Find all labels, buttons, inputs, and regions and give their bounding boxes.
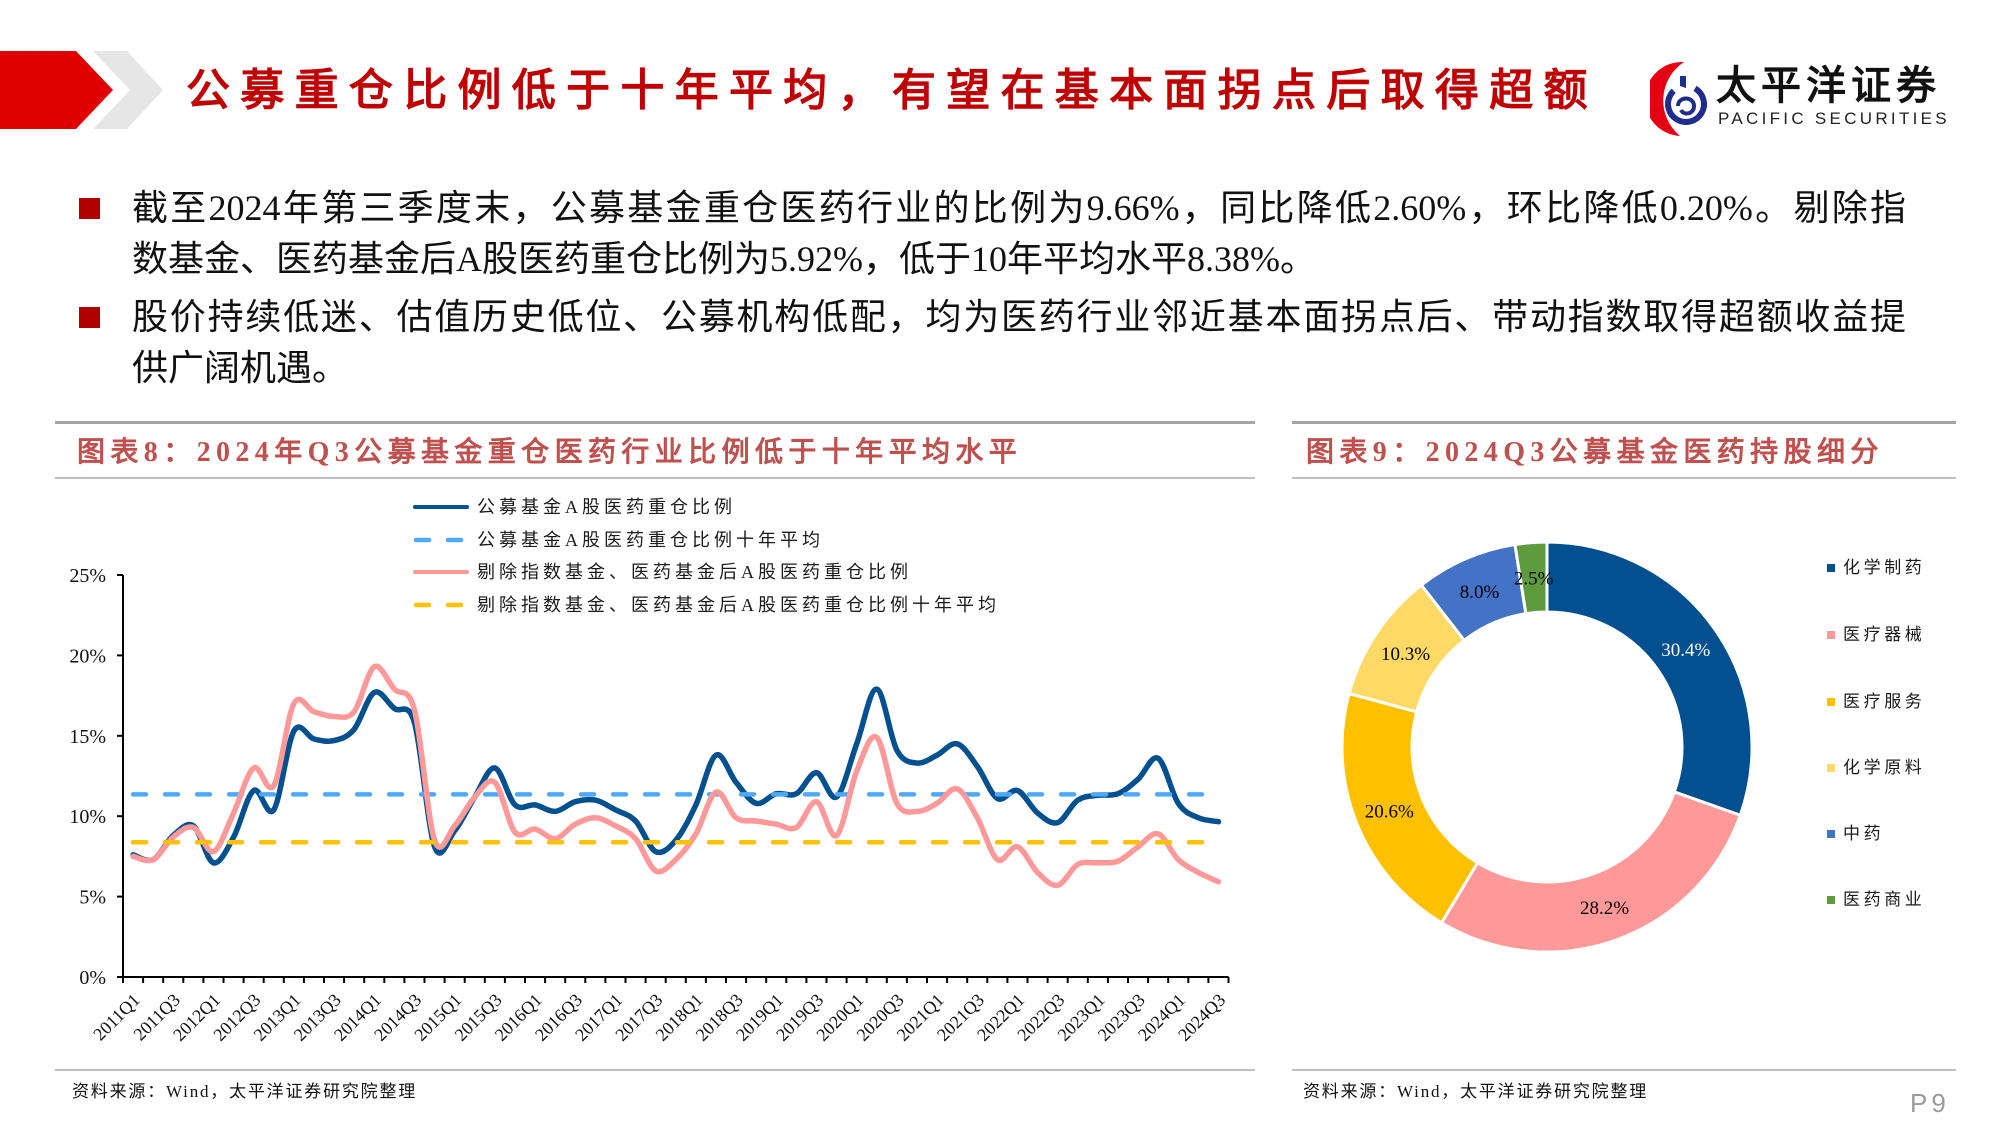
legend-item: 剔除指数基金、医药基金后A股医药重仓比例 xyxy=(413,560,912,584)
legend-label: 化学原料 xyxy=(1843,758,1926,777)
y-axis-tick-label: 0% xyxy=(79,967,106,989)
legend-swatch-icon xyxy=(1827,631,1835,639)
legend-swatch-icon xyxy=(1827,896,1835,904)
panel-bottom-rule xyxy=(1292,1069,1956,1071)
legend-label: 化学制药 xyxy=(1843,558,1926,577)
legend-label: 公募基金A股医药重仓比例 xyxy=(477,497,736,517)
logo-english-name: PACIFIC SECURITIES xyxy=(1718,109,1950,128)
donut-data-label: 20.6% xyxy=(1365,802,1414,823)
donut-segment xyxy=(1513,540,1549,616)
legend-item: 公募基金A股医药重仓比例十年平均 xyxy=(413,528,824,552)
y-axis-tick-label: 10% xyxy=(69,806,106,828)
legend-solid-line-icon xyxy=(413,505,469,509)
legend-label: 中药 xyxy=(1843,824,1885,843)
line-chart-plot: 0%5%10%15%20%25%2011Q12011Q32012Q12012Q3… xyxy=(69,565,1230,1045)
bullet-square-icon xyxy=(79,307,100,328)
header-arrow-decoration xyxy=(0,51,163,129)
panel-title-rule xyxy=(55,477,1255,479)
legend-label: 剔除指数基金、医药基金后A股医药重仓比例十年平均 xyxy=(477,595,1000,615)
panel-top-rule xyxy=(1292,421,1956,424)
legend-dashed-line-icon xyxy=(413,537,469,543)
bullet-text-line: 数基金、医药基金后A股医药重仓比例为5.92%，低于10年平均水平8.38%。 xyxy=(132,239,1316,279)
legend-item: 中药 xyxy=(1827,823,1884,845)
donut-data-label: 2.5% xyxy=(1514,569,1554,590)
panel-title-rule xyxy=(1292,477,1956,479)
donut-segment xyxy=(1439,790,1743,954)
legend-swatch-icon xyxy=(1827,764,1835,772)
legend-swatch-icon xyxy=(1827,564,1835,572)
panel-bottom-rule xyxy=(55,1069,1255,1071)
donut-chart-plot: 30.4% 28.2% 20.6% 10.3% 8.0% 2.5% xyxy=(1340,540,1754,954)
pacific-securities-logo-icon xyxy=(1650,61,1707,136)
legend-swatch-icon xyxy=(1827,698,1835,706)
donut-data-label: 8.0% xyxy=(1460,582,1500,603)
logo-chinese-name: 太平洋证券 xyxy=(1716,63,1941,109)
donut-segment xyxy=(1545,540,1754,818)
figure-9-source: 资料来源：Wind，太平洋证券研究院整理 xyxy=(1303,1082,1649,1101)
figure-9-title: 图表9：2024Q3公募基金医药持股细分 xyxy=(1306,437,1884,468)
legend-item: 医疗服务 xyxy=(1827,691,1925,713)
legend-label: 公募基金A股医药重仓比例十年平均 xyxy=(477,530,824,550)
legend-label: 剔除指数基金、医药基金后A股医药重仓比例 xyxy=(477,562,912,582)
donut-data-label: 30.4% xyxy=(1661,640,1710,661)
legend-item: 化学制药 xyxy=(1827,557,1925,579)
figure-8-source: 资料来源：Wind，太平洋证券研究院整理 xyxy=(72,1082,418,1101)
bullet-text-line: 股价持续低迷、估值历史低位、公募机构低配，均为医药行业邻近基本面拐点后、带动指数… xyxy=(132,297,1906,337)
y-axis-tick-label: 15% xyxy=(69,726,106,748)
page-number: P9 xyxy=(1910,1088,1950,1118)
legend-item: 医药商业 xyxy=(1827,889,1925,911)
series-line-0 xyxy=(130,686,1222,866)
legend-item: 化学原料 xyxy=(1827,757,1925,779)
legend-item: 剔除指数基金、医药基金后A股医药重仓比例十年平均 xyxy=(413,593,1000,617)
legend-label: 医药商业 xyxy=(1843,890,1926,909)
y-axis-tick-label: 5% xyxy=(79,887,106,909)
header-red-block xyxy=(0,51,113,129)
figure-8-title: 图表8：2024年Q3公募基金重仓医药行业比例低于十年平均水平 xyxy=(77,437,1023,468)
legend-swatch-icon xyxy=(1827,830,1835,838)
series-line-2 xyxy=(130,663,1222,889)
legend-label: 医疗服务 xyxy=(1843,692,1926,711)
bullet-text-line: 截至2024年第三季度末，公募基金重仓医药行业的比例为9.66%，同比降低2.6… xyxy=(132,188,1906,228)
legend-item: 公募基金A股医药重仓比例 xyxy=(413,495,736,519)
legend-solid-line-icon xyxy=(413,570,469,574)
panel-top-rule xyxy=(55,421,1255,424)
y-axis-tick-label: 20% xyxy=(69,645,106,667)
legend-label: 医疗器械 xyxy=(1843,625,1926,644)
bullet-text-line: 供广阔机遇。 xyxy=(132,348,349,388)
legend-dashed-line-icon xyxy=(413,602,469,608)
page-title: 公募重仓比例低于十年平均，有望在基本面拐点后取得超额 xyxy=(186,66,1598,115)
donut-data-label: 28.2% xyxy=(1580,898,1629,919)
bullet-square-icon xyxy=(79,198,100,219)
y-axis-tick-label: 25% xyxy=(69,565,106,587)
legend-item: 医疗器械 xyxy=(1827,624,1925,646)
header-gray-chevron xyxy=(93,51,163,129)
donut-data-label: 10.3% xyxy=(1381,644,1430,665)
